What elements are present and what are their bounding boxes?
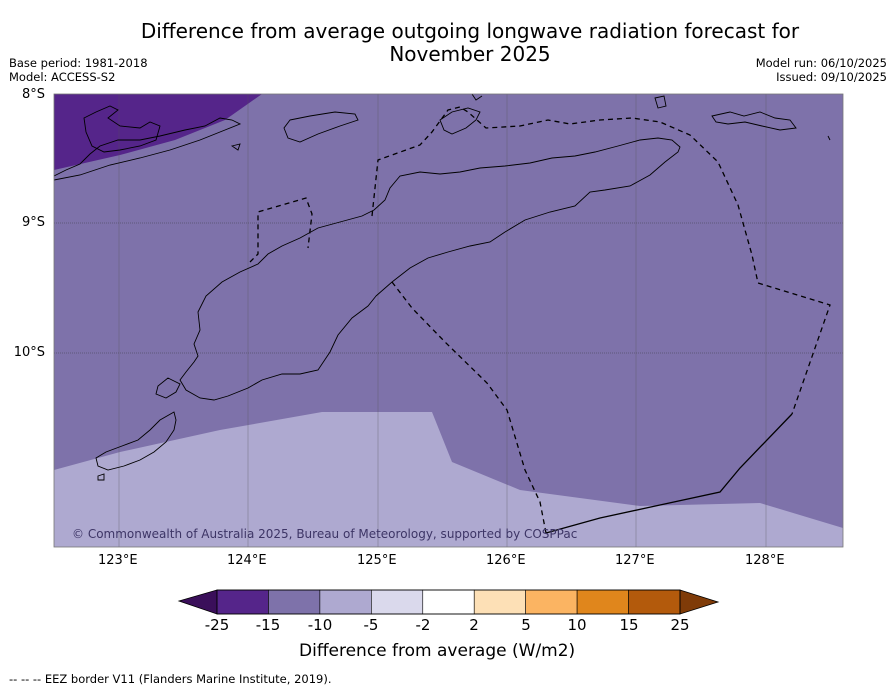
copyright: © Commonwealth of Australia 2025, Bureau…	[72, 527, 577, 541]
rote-island	[95, 411, 177, 471]
coastlines	[54, 94, 831, 481]
wetar-island	[439, 107, 481, 135]
graticule	[54, 222, 843, 354]
flores-coast	[54, 117, 242, 181]
colorbar-bin	[371, 589, 424, 615]
model-name: Model: ACCESS-S2	[9, 70, 116, 84]
colorbar-tick-label: 2	[469, 616, 479, 634]
solor-alor-islands	[83, 105, 161, 153]
meta-left: Base period: 1981-2018 Model: ACCESS-S2	[9, 56, 148, 84]
colorbar-bin	[628, 589, 681, 615]
lon-label-123e: 123°E	[98, 553, 138, 568]
lat-label-9s: 9°S	[21, 215, 45, 230]
map-layers: © Commonwealth of Australia 2025, Bureau…	[54, 94, 843, 547]
colorbar-tick-label: -5	[363, 616, 379, 634]
colorbar-tick-label: 15	[619, 616, 639, 634]
colorbar-tick-label: -15	[255, 616, 281, 634]
leti-islands	[711, 111, 797, 131]
pantar-islet	[230, 143, 241, 151]
lat-label-8s: 8°S	[21, 87, 45, 102]
lat-label-10s: 10°S	[13, 345, 45, 360]
colorbar-extend-max	[679, 589, 720, 615]
map-frame	[53, 93, 844, 548]
lon-label-126e: 126°E	[486, 553, 526, 568]
colorbar-bins	[216, 589, 681, 615]
colorbar-tick-label: -10	[307, 616, 333, 634]
colorbar	[177, 589, 720, 615]
semau-island	[155, 377, 181, 399]
colorbar-tick-label: 10	[567, 616, 587, 634]
timor-island	[179, 137, 681, 401]
ndao-island	[97, 473, 105, 481]
title-line-2: November 2025	[389, 42, 551, 66]
issued-date: Issued: 09/10/2025	[776, 70, 887, 84]
colorbar-bin	[525, 589, 578, 615]
atauro-islet	[471, 94, 483, 101]
lon-gridlines	[118, 94, 767, 547]
eez-border	[249, 106, 831, 534]
colorbar-extend-min	[177, 589, 218, 615]
colorbar-tick-label: 5	[521, 616, 531, 634]
lon-label-124e: 124°E	[227, 553, 267, 568]
lon-label-127e: 127°E	[615, 553, 655, 568]
australia-eez-solid	[545, 413, 793, 534]
colorbar-frame	[216, 589, 681, 615]
title-line-1: Difference from average outgoing longwav…	[140, 19, 800, 43]
alor-island	[283, 111, 359, 143]
colorbar-tick-label: 25	[670, 616, 690, 634]
map-title: Difference from average outgoing longwav…	[0, 20, 896, 66]
kisar-island	[654, 95, 667, 109]
base-period: Base period: 1981-2018	[9, 56, 148, 70]
colorbar-tick-label: -2	[415, 616, 431, 634]
colorbar-bin	[422, 589, 475, 615]
colorbar-title: Difference from average (W/m2)	[299, 641, 576, 661]
colorbar-bin	[576, 589, 629, 615]
model-run: Model run: 06/10/2025	[755, 56, 887, 70]
colorbar-tick-label: -25	[204, 616, 230, 634]
colorbar-bin	[268, 589, 321, 615]
eez-legend: -- -- -- EEZ border V11 (Flanders Marine…	[9, 672, 332, 686]
lon-label-128e: 128°E	[745, 553, 785, 568]
meta-right: Model run: 06/10/2025 Issued: 09/10/2025	[756, 56, 887, 84]
region-weak	[54, 412, 843, 547]
colorbar-bin	[319, 589, 372, 615]
lon-label-125e: 125°E	[357, 553, 397, 568]
small-islet	[827, 135, 831, 141]
colorbar-bin	[473, 589, 526, 615]
colorbar-bin	[216, 589, 269, 615]
